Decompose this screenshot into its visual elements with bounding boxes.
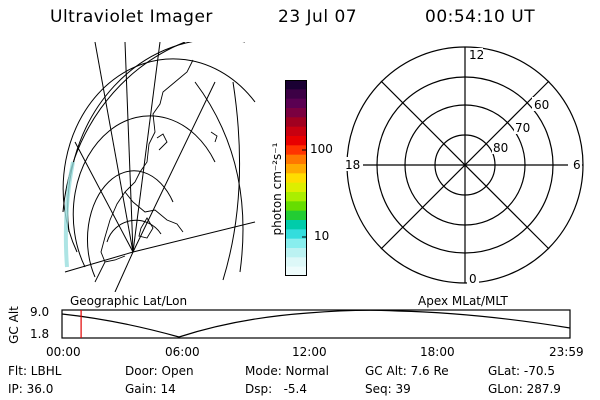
horizon-arc bbox=[222, 81, 241, 281]
colorbar-band bbox=[285, 173, 307, 184]
coastline bbox=[156, 133, 168, 151]
orbit-timeline bbox=[61, 309, 571, 339]
altitude-curve bbox=[61, 309, 571, 338]
colorbar-tick-10: 10 bbox=[314, 229, 330, 243]
timeline-frame bbox=[61, 309, 571, 339]
date-label: 23 Jul 07 bbox=[278, 7, 358, 27]
timeline-xtick-1200: 12:00 bbox=[292, 345, 327, 359]
colorbar-band bbox=[285, 126, 307, 137]
colorbar-band bbox=[285, 108, 307, 118]
ip-info: IP: 36.0 bbox=[8, 382, 54, 396]
colorbar-frame bbox=[285, 80, 307, 276]
mlat-label-60: 60 bbox=[534, 98, 549, 112]
meridian bbox=[114, 251, 134, 292]
colorbar-band bbox=[285, 154, 307, 165]
lat-circle bbox=[62, 58, 256, 253]
gc-alt-info: GC Alt: 7.6 Re bbox=[365, 364, 449, 378]
meridian bbox=[124, 42, 134, 253]
colorbar-band bbox=[285, 136, 307, 146]
filter-info: Flt: LBHL bbox=[8, 364, 62, 378]
colorbar-band bbox=[285, 238, 307, 249]
timeline-ylabel: GC Alt bbox=[7, 306, 21, 344]
timeline-ytick-top: 9.0 bbox=[30, 305, 50, 319]
glat-info: GLat: -70.5 bbox=[488, 364, 555, 378]
lat-circle bbox=[106, 219, 162, 243]
meridian bbox=[132, 81, 216, 253]
lat-circle bbox=[86, 170, 174, 278]
coastline bbox=[124, 191, 184, 233]
glon-info: GLon: 287.9 bbox=[488, 382, 561, 396]
coastline bbox=[210, 131, 218, 143]
mlt-label-18: 18 bbox=[345, 158, 360, 172]
lat-circle bbox=[72, 115, 216, 268]
gain-info: Gain: 14 bbox=[125, 382, 176, 396]
colorbar-band bbox=[285, 117, 307, 128]
mlat-label-70: 70 bbox=[515, 121, 530, 135]
coastline bbox=[94, 261, 106, 283]
time-label: 00:54:10 UT bbox=[425, 7, 536, 27]
colorbar-band bbox=[285, 98, 307, 109]
colorbar-band bbox=[285, 182, 307, 193]
colorbar-band bbox=[285, 80, 307, 90]
timeline-xtick-1800: 18:00 bbox=[420, 345, 455, 359]
geographic-map bbox=[62, 42, 256, 292]
colorbar-band bbox=[285, 89, 307, 100]
colorbar-tick-100: 100 bbox=[310, 142, 333, 156]
timeline-xtick-2359: 23:59 bbox=[549, 345, 584, 359]
mlt-label-12: 12 bbox=[469, 48, 484, 62]
colorbar-band bbox=[285, 192, 307, 202]
colorbar-band bbox=[285, 266, 307, 276]
timeline-xtick-0600: 06:00 bbox=[165, 345, 200, 359]
mlat-label-80: 80 bbox=[493, 141, 508, 155]
coastline bbox=[124, 59, 194, 193]
geographic-panel-label: Geographic Lat/Lon bbox=[70, 294, 188, 308]
lat-circle bbox=[62, 42, 186, 213]
colorbar-band bbox=[285, 229, 307, 240]
meridian bbox=[64, 251, 134, 273]
seq-info: Seq: 39 bbox=[365, 382, 411, 396]
coastline bbox=[100, 191, 126, 263]
instrument-title: Ultraviolet Imager bbox=[50, 7, 213, 27]
colorbar-band bbox=[285, 210, 307, 221]
polar-diagonal bbox=[380, 80, 550, 250]
mlt-label-0: 0 bbox=[469, 272, 477, 286]
coastline bbox=[138, 217, 154, 239]
colorbar-band bbox=[285, 248, 307, 258]
apex-panel-label: Apex MLat/MLT bbox=[418, 294, 508, 308]
color-scale-bar bbox=[285, 80, 307, 276]
colorbar-band bbox=[285, 164, 307, 174]
colorbar-unit-label: photon cm⁻²s⁻¹ bbox=[270, 142, 284, 236]
mlt-label-6: 6 bbox=[573, 158, 581, 172]
aurora-edge bbox=[63, 161, 75, 268]
meridian bbox=[74, 141, 134, 253]
apex-polar-plot: 12 6 0 18 60 70 80 bbox=[343, 46, 584, 286]
horizon-arc bbox=[194, 81, 244, 273]
colorbar-band bbox=[285, 145, 307, 156]
colorbar-band bbox=[285, 257, 307, 268]
timeline-ytick-bottom: 1.8 bbox=[30, 327, 50, 341]
timeline-xtick-0000: 00:00 bbox=[46, 345, 81, 359]
mode-info: Mode: Normal bbox=[245, 364, 329, 378]
dsp-info: Dsp: -5.4 bbox=[245, 382, 308, 396]
door-info: Door: Open bbox=[125, 364, 194, 378]
meridian bbox=[94, 42, 134, 253]
colorbar-band bbox=[285, 220, 307, 230]
colorbar-band bbox=[285, 201, 307, 212]
meridian bbox=[132, 42, 161, 253]
meridian bbox=[132, 221, 256, 253]
